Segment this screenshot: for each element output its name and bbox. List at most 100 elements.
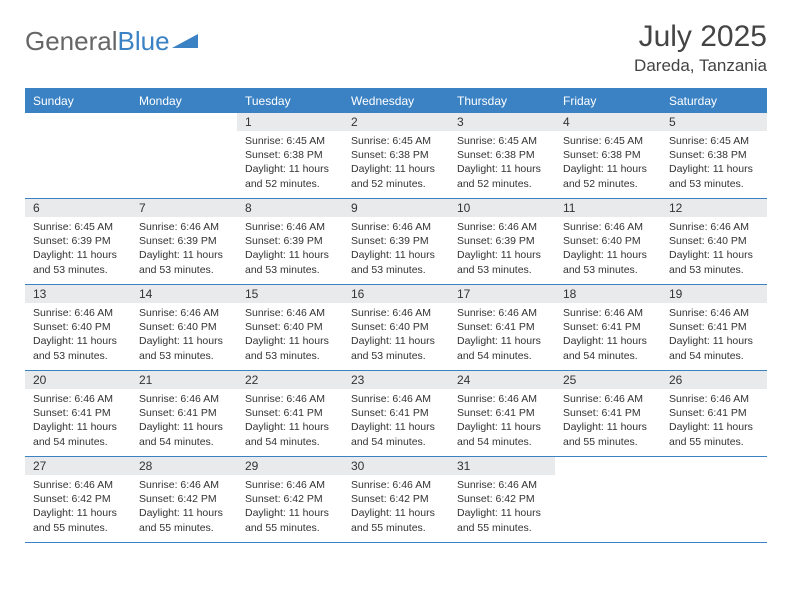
day-number: 10: [449, 199, 555, 217]
sunset-line: Sunset: 6:38 PM: [457, 148, 547, 162]
day-number: 12: [661, 199, 767, 217]
sunset-line: Sunset: 6:38 PM: [563, 148, 653, 162]
calendar-cell: 7Sunrise: 6:46 AMSunset: 6:39 PMDaylight…: [131, 199, 237, 285]
daylight-line: Daylight: 11 hours and 53 minutes.: [139, 248, 229, 276]
calendar-cell: 1Sunrise: 6:45 AMSunset: 6:38 PMDaylight…: [237, 113, 343, 199]
sunset-line: Sunset: 6:39 PM: [139, 234, 229, 248]
daylight-line: Daylight: 11 hours and 52 minutes.: [351, 162, 441, 190]
brand-part1: General: [25, 26, 118, 57]
calendar-cell: 11Sunrise: 6:46 AMSunset: 6:40 PMDayligh…: [555, 199, 661, 285]
sunset-line: Sunset: 6:41 PM: [139, 406, 229, 420]
calendar-week: 20Sunrise: 6:46 AMSunset: 6:41 PMDayligh…: [25, 371, 767, 457]
empty-day: [661, 457, 767, 475]
calendar-cell: [131, 113, 237, 199]
sunrise-line: Sunrise: 6:46 AM: [139, 306, 229, 320]
day-details: Sunrise: 6:46 AMSunset: 6:42 PMDaylight:…: [343, 475, 449, 539]
day-details: Sunrise: 6:46 AMSunset: 6:39 PMDaylight:…: [449, 217, 555, 281]
calendar-cell: 26Sunrise: 6:46 AMSunset: 6:41 PMDayligh…: [661, 371, 767, 457]
day-details: Sunrise: 6:46 AMSunset: 6:41 PMDaylight:…: [131, 389, 237, 453]
sunrise-line: Sunrise: 6:45 AM: [457, 134, 547, 148]
daylight-line: Daylight: 11 hours and 53 minutes.: [563, 248, 653, 276]
calendar-cell: 15Sunrise: 6:46 AMSunset: 6:40 PMDayligh…: [237, 285, 343, 371]
empty-day: [131, 113, 237, 131]
sunset-line: Sunset: 6:41 PM: [563, 406, 653, 420]
calendar-cell: 8Sunrise: 6:46 AMSunset: 6:39 PMDaylight…: [237, 199, 343, 285]
day-details: Sunrise: 6:45 AMSunset: 6:38 PMDaylight:…: [449, 131, 555, 195]
empty-day: [25, 113, 131, 131]
daylight-line: Daylight: 11 hours and 53 minutes.: [669, 162, 759, 190]
calendar-cell: 28Sunrise: 6:46 AMSunset: 6:42 PMDayligh…: [131, 457, 237, 543]
calendar-cell: [25, 113, 131, 199]
day-number: 29: [237, 457, 343, 475]
sunrise-line: Sunrise: 6:46 AM: [33, 478, 123, 492]
day-number: 28: [131, 457, 237, 475]
day-number: 11: [555, 199, 661, 217]
sunset-line: Sunset: 6:39 PM: [351, 234, 441, 248]
daylight-line: Daylight: 11 hours and 55 minutes.: [457, 506, 547, 534]
sunset-line: Sunset: 6:41 PM: [563, 320, 653, 334]
sunset-line: Sunset: 6:42 PM: [33, 492, 123, 506]
title-block: July 2025 Dareda, Tanzania: [634, 20, 767, 76]
sunset-line: Sunset: 6:40 PM: [669, 234, 759, 248]
sunrise-line: Sunrise: 6:46 AM: [33, 306, 123, 320]
day-details: Sunrise: 6:46 AMSunset: 6:42 PMDaylight:…: [449, 475, 555, 539]
sunset-line: Sunset: 6:39 PM: [245, 234, 335, 248]
day-details: Sunrise: 6:46 AMSunset: 6:41 PMDaylight:…: [25, 389, 131, 453]
day-number: 25: [555, 371, 661, 389]
day-details: Sunrise: 6:45 AMSunset: 6:38 PMDaylight:…: [555, 131, 661, 195]
day-number: 30: [343, 457, 449, 475]
brand-logo: GeneralBlue: [25, 20, 198, 57]
dayhead-fri: Friday: [555, 89, 661, 113]
sunset-line: Sunset: 6:41 PM: [457, 406, 547, 420]
daylight-line: Daylight: 11 hours and 54 minutes.: [139, 420, 229, 448]
day-details: Sunrise: 6:46 AMSunset: 6:39 PMDaylight:…: [237, 217, 343, 281]
daylight-line: Daylight: 11 hours and 53 minutes.: [457, 248, 547, 276]
daylight-line: Daylight: 11 hours and 52 minutes.: [457, 162, 547, 190]
day-number: 6: [25, 199, 131, 217]
day-number: 21: [131, 371, 237, 389]
calendar-cell: 25Sunrise: 6:46 AMSunset: 6:41 PMDayligh…: [555, 371, 661, 457]
calendar-cell: 17Sunrise: 6:46 AMSunset: 6:41 PMDayligh…: [449, 285, 555, 371]
calendar-cell: 22Sunrise: 6:46 AMSunset: 6:41 PMDayligh…: [237, 371, 343, 457]
day-details: Sunrise: 6:46 AMSunset: 6:41 PMDaylight:…: [343, 389, 449, 453]
sunrise-line: Sunrise: 6:46 AM: [245, 478, 335, 492]
calendar-cell: 18Sunrise: 6:46 AMSunset: 6:41 PMDayligh…: [555, 285, 661, 371]
dayhead-sat: Saturday: [661, 89, 767, 113]
sunrise-line: Sunrise: 6:46 AM: [457, 220, 547, 234]
calendar-cell: 13Sunrise: 6:46 AMSunset: 6:40 PMDayligh…: [25, 285, 131, 371]
daylight-line: Daylight: 11 hours and 53 minutes.: [245, 248, 335, 276]
calendar-cell: [555, 457, 661, 543]
daylight-line: Daylight: 11 hours and 53 minutes.: [33, 334, 123, 362]
day-details: Sunrise: 6:46 AMSunset: 6:42 PMDaylight:…: [131, 475, 237, 539]
day-number: 17: [449, 285, 555, 303]
daylight-line: Daylight: 11 hours and 55 minutes.: [33, 506, 123, 534]
day-details: Sunrise: 6:46 AMSunset: 6:40 PMDaylight:…: [555, 217, 661, 281]
sunrise-line: Sunrise: 6:46 AM: [669, 392, 759, 406]
sunrise-line: Sunrise: 6:46 AM: [351, 392, 441, 406]
day-number: 7: [131, 199, 237, 217]
daylight-line: Daylight: 11 hours and 54 minutes.: [669, 334, 759, 362]
day-details: Sunrise: 6:46 AMSunset: 6:39 PMDaylight:…: [343, 217, 449, 281]
daylight-line: Daylight: 11 hours and 54 minutes.: [245, 420, 335, 448]
day-number: 14: [131, 285, 237, 303]
sunrise-line: Sunrise: 6:46 AM: [139, 478, 229, 492]
sunrise-line: Sunrise: 6:46 AM: [33, 392, 123, 406]
location-text: Dareda, Tanzania: [634, 56, 767, 76]
day-details: Sunrise: 6:46 AMSunset: 6:40 PMDaylight:…: [343, 303, 449, 367]
sunrise-line: Sunrise: 6:46 AM: [457, 392, 547, 406]
daylight-line: Daylight: 11 hours and 55 minutes.: [351, 506, 441, 534]
daylight-line: Daylight: 11 hours and 54 minutes.: [33, 420, 123, 448]
calendar-week: 1Sunrise: 6:45 AMSunset: 6:38 PMDaylight…: [25, 113, 767, 199]
day-number: 3: [449, 113, 555, 131]
day-details: Sunrise: 6:45 AMSunset: 6:38 PMDaylight:…: [237, 131, 343, 195]
sunrise-line: Sunrise: 6:45 AM: [245, 134, 335, 148]
sunrise-line: Sunrise: 6:46 AM: [457, 306, 547, 320]
day-details: Sunrise: 6:46 AMSunset: 6:40 PMDaylight:…: [25, 303, 131, 367]
sunset-line: Sunset: 6:40 PM: [245, 320, 335, 334]
day-details: Sunrise: 6:46 AMSunset: 6:41 PMDaylight:…: [661, 303, 767, 367]
sunset-line: Sunset: 6:40 PM: [351, 320, 441, 334]
calendar-cell: 2Sunrise: 6:45 AMSunset: 6:38 PMDaylight…: [343, 113, 449, 199]
sunset-line: Sunset: 6:42 PM: [139, 492, 229, 506]
day-details: Sunrise: 6:45 AMSunset: 6:39 PMDaylight:…: [25, 217, 131, 281]
sunrise-line: Sunrise: 6:46 AM: [139, 392, 229, 406]
